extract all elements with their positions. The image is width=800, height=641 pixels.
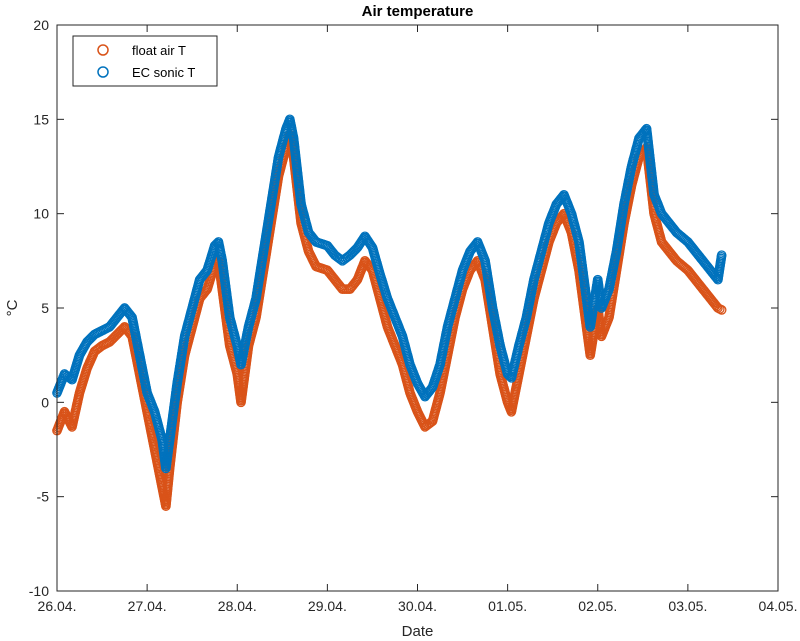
x-tick-label: 28.04. [218, 598, 257, 614]
data-point [334, 253, 345, 264]
x-tick-label: 03.05. [668, 598, 707, 614]
legend-marker [97, 44, 109, 56]
y-tick-label: 20 [33, 17, 49, 33]
chart-title: Air temperature [362, 3, 474, 20]
x-tick-label: 30.04. [398, 598, 437, 614]
x-axis-title: Date [402, 623, 434, 640]
y-tick-label: -10 [29, 583, 49, 599]
series-2 [52, 114, 727, 474]
legend-label: float air T [132, 43, 186, 58]
axes-layer: 26.04. 27.04. 28.04. 29.04. 30.04. 01.05. 02.0… [29, 17, 798, 614]
x-tick-label: 27.04. [128, 598, 167, 614]
legend: float air T EC sonic T [72, 35, 218, 87]
x-tick-label: 02.05. [578, 598, 617, 614]
x-tick-label: 26.04. [38, 598, 77, 614]
legend-box [72, 35, 218, 87]
data-point [716, 250, 727, 261]
data-point [711, 301, 722, 312]
x-tick-label: 01.05. [488, 598, 527, 614]
y-tick-label: 0 [41, 394, 49, 410]
x-tick-label: 29.04. [308, 598, 347, 614]
y-axis-title: °C [4, 299, 21, 316]
y-tick-label: 15 [33, 111, 49, 127]
data-point [716, 305, 727, 315]
legend-marker [97, 66, 109, 78]
data-points-layer [52, 114, 727, 511]
legend-label: EC sonic T [132, 65, 195, 80]
y-tick-label: -5 [37, 489, 50, 505]
y-tick-label: 10 [33, 206, 49, 222]
x-tick-label: 04.05. [759, 598, 798, 614]
y-tick-label: 5 [41, 300, 49, 316]
